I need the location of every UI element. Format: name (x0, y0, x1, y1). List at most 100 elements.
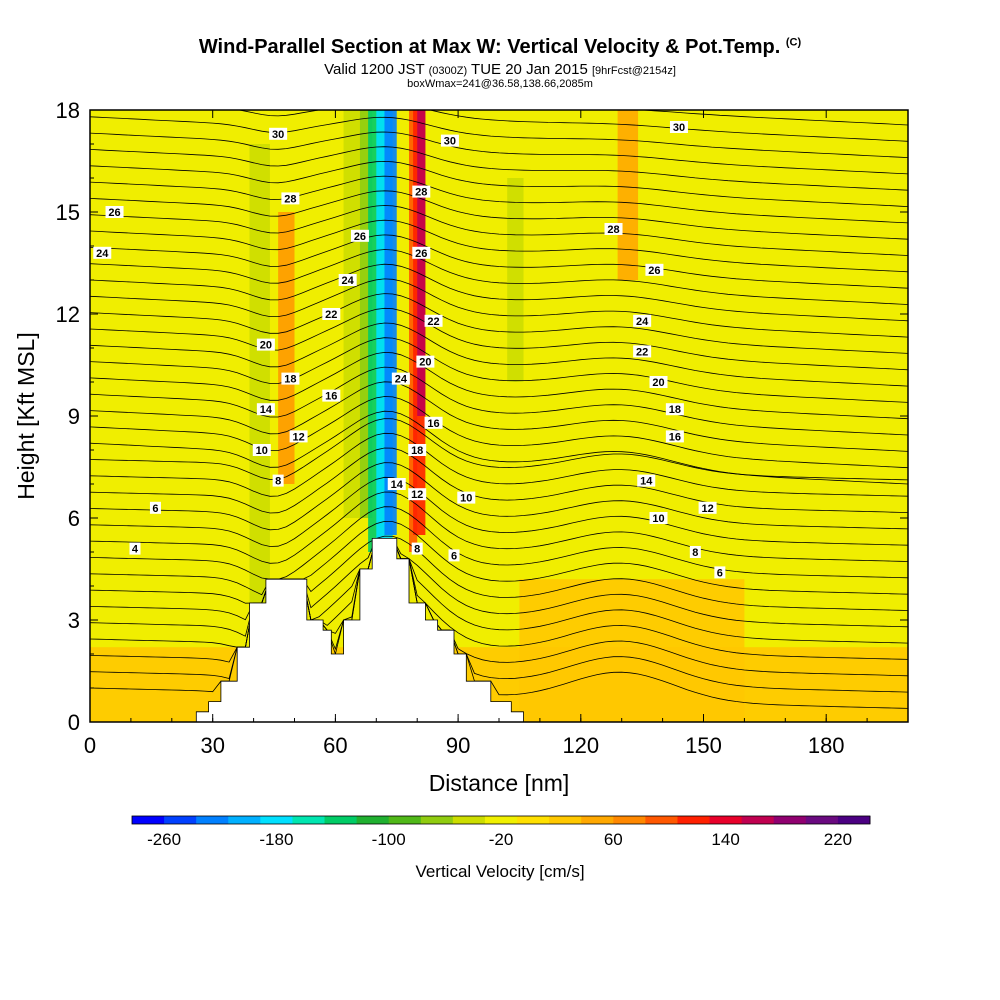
theta-contour-line (90, 538, 908, 677)
x-tick-label: 180 (808, 733, 845, 758)
contour-label: 4 (132, 544, 139, 556)
contour-label-bg (412, 246, 431, 259)
theta-contour-line (90, 538, 908, 628)
terrain (90, 538, 908, 723)
theta-contour-line (90, 535, 908, 611)
contour-label: 8 (275, 476, 281, 488)
contour-label-bg (387, 478, 406, 490)
theta-contour-line (90, 307, 908, 371)
contour-label-bg (416, 355, 435, 368)
theta-contour-line (90, 520, 908, 596)
contour-label: 22 (636, 346, 648, 358)
contour-label-bg (698, 501, 717, 514)
contour-label-bg (252, 444, 271, 456)
contour-label: 16 (325, 391, 337, 403)
theta-contour-line (90, 116, 908, 158)
contour-label: 24 (342, 275, 355, 287)
contour-label: 30 (272, 129, 284, 141)
y-axis-label: Height [Kft MSL] (13, 332, 39, 499)
contour-label: 26 (648, 265, 660, 277)
colorbar-swatch (484, 816, 518, 824)
theta-contour-line (90, 263, 908, 322)
contour-label: 28 (607, 224, 619, 236)
colorbar-tick-label: 220 (824, 830, 852, 849)
contour-label: 12 (701, 503, 713, 515)
theta-contour-line (90, 190, 908, 240)
theta-contour-line (90, 146, 908, 191)
contour-label-bg (281, 192, 300, 205)
contour-label: 24 (96, 248, 109, 260)
contour-label-bg (637, 474, 656, 487)
contour-label-bg (448, 549, 460, 562)
contour-label: 10 (460, 493, 472, 505)
contour-label: 10 (652, 513, 664, 525)
velocity-band-13 (617, 110, 639, 280)
colorbar-swatch (709, 816, 743, 824)
contour-label-bg (689, 546, 701, 558)
colorbar-tick-label: -20 (489, 830, 514, 849)
contour-label-bg (633, 314, 652, 327)
theta-contour-line (237, 110, 908, 142)
subtitle-valid: Valid 1200 JST (324, 61, 425, 78)
contour-label: 24 (395, 374, 408, 386)
contour-label: 26 (354, 231, 366, 243)
velocity-band-1 (519, 579, 745, 722)
terrain-profile (90, 538, 908, 723)
velocity-band-8 (384, 110, 397, 535)
colorbar-swatch (164, 816, 197, 824)
contour-label-bg (408, 488, 427, 501)
colorbar-swatch (324, 816, 358, 824)
contour-label-bg (149, 501, 161, 514)
contour-label-bg (669, 121, 688, 133)
colorbar-swatch (805, 816, 839, 824)
colorbar (131, 815, 871, 825)
theta-contour-line (90, 68, 908, 109)
x-tick-label: 60 (323, 733, 347, 758)
colorbar-swatch (741, 816, 775, 824)
y-tick-label: 3 (68, 608, 80, 633)
velocity-band-2 (249, 144, 270, 603)
contour-label-bg (645, 263, 664, 276)
y-axis-ticks: 0 3 6 9 12 15 18 (56, 98, 908, 735)
contour-label: 24 (636, 316, 649, 328)
contour-label-bg (281, 372, 300, 385)
contour-label-bg (272, 474, 284, 487)
theta-contour-line (90, 491, 908, 564)
contour-label-bg (350, 229, 369, 242)
contour-label: 6 (152, 503, 158, 515)
contour-label: 22 (325, 309, 337, 321)
theta-contour-line (90, 205, 908, 256)
contour-label: 14 (260, 404, 273, 416)
contour-label: 30 (444, 136, 456, 148)
contour-label-bg (424, 314, 443, 327)
contour-label: 12 (292, 431, 304, 443)
contour-label-bg (412, 185, 431, 198)
contour-label-bg (408, 444, 427, 456)
subtitle-fcst: [9hrFcst@2154z] (591, 65, 676, 77)
contour-label: 20 (260, 340, 272, 352)
colorbar-swatch (773, 816, 807, 824)
theta-contour-line (90, 131, 908, 175)
contour-labels: 4 6 8 10 12 14 16 18 20 22 24 26 28 30 24 26 30 28 26 22 20 2… (93, 121, 726, 579)
x-tick-label: 150 (685, 733, 722, 758)
theta-contour-line (90, 160, 908, 207)
x-tick-label: 30 (200, 733, 224, 758)
colorbar-tick-label: -260 (147, 830, 181, 849)
y-tick-label: 0 (68, 710, 80, 735)
theta-contour-line (90, 396, 908, 469)
velocity-band-4 (343, 110, 360, 518)
colorbar-swatch (356, 816, 390, 824)
theta-contour-line (90, 462, 908, 531)
theta-contour-line (90, 322, 908, 387)
contour-label-bg (665, 430, 684, 443)
colorbar-tick-labels: -260 -180 -100 -20 60 140 220 (147, 830, 852, 849)
contour-label: 8 (692, 547, 698, 559)
colorbar-swatch (420, 816, 454, 824)
chart-title-mark: (C) (785, 36, 802, 49)
theta-contour-line (90, 293, 908, 354)
contour-label-bg (322, 389, 341, 402)
theta-contour-line (90, 175, 908, 224)
contour-label-bg (440, 134, 459, 147)
chart-subtitle: Valid 1200 JST (0300Z) TUE 20 Jan 2015 [… (0, 61, 1000, 78)
